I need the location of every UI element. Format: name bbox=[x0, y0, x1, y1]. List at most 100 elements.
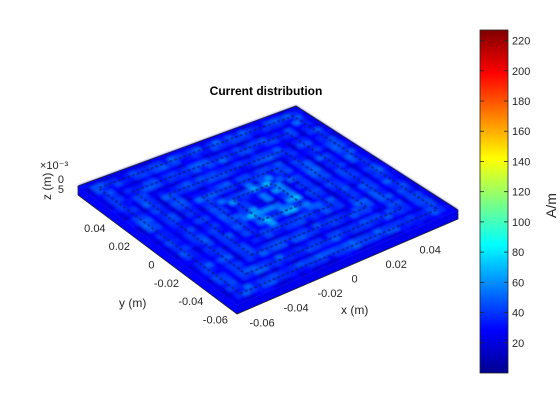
heat-cell bbox=[189, 172, 201, 179]
heat-cell bbox=[383, 228, 395, 235]
heat-cell bbox=[336, 232, 349, 239]
heat-cell bbox=[246, 271, 258, 278]
y-axis-ticks: -0.06-0.04 -0.020 0.02 0.04 bbox=[84, 223, 228, 327]
heat-cell bbox=[377, 210, 389, 217]
heat-cell bbox=[263, 210, 275, 217]
heat-cell bbox=[230, 187, 242, 194]
heat-cell bbox=[350, 185, 363, 192]
heat-cell bbox=[317, 219, 330, 226]
heat-cell bbox=[381, 198, 393, 205]
heat-cell bbox=[200, 252, 212, 259]
heat-cell bbox=[159, 158, 171, 165]
heat-cell bbox=[171, 253, 183, 260]
heat-cell bbox=[394, 229, 406, 236]
heat-cell bbox=[156, 206, 169, 213]
heat-cell bbox=[276, 205, 288, 212]
heat-cell bbox=[176, 235, 189, 242]
heat-cell bbox=[295, 218, 307, 225]
heat-cell bbox=[435, 206, 447, 213]
heat-cell bbox=[212, 231, 224, 238]
heat-cell bbox=[100, 185, 112, 192]
heat-cell bbox=[267, 256, 279, 263]
heat-cell bbox=[289, 145, 301, 151]
heat-cell bbox=[348, 233, 360, 240]
heat-cell bbox=[365, 195, 377, 202]
heat-cell bbox=[271, 223, 283, 230]
heat-cell bbox=[192, 202, 204, 209]
heat-cell bbox=[383, 172, 395, 179]
heat-cell bbox=[210, 237, 222, 244]
heat-cell bbox=[155, 190, 167, 197]
colorbar-tick-label: 160 bbox=[512, 126, 530, 138]
heat-cell bbox=[217, 192, 230, 199]
heat-cell bbox=[357, 239, 369, 246]
heat-cell bbox=[185, 263, 197, 270]
heat-cell bbox=[384, 207, 396, 214]
heat-cell bbox=[154, 233, 166, 240]
heat-cell bbox=[169, 165, 181, 172]
heat-cell bbox=[172, 210, 184, 217]
heat-cell bbox=[260, 146, 272, 152]
heat-cell bbox=[304, 169, 316, 175]
heat-cell bbox=[186, 220, 198, 227]
heat-cell bbox=[218, 229, 230, 236]
heat-cell bbox=[269, 250, 281, 257]
heat-cell bbox=[237, 280, 249, 287]
heat-cell bbox=[191, 224, 203, 231]
heat-cell bbox=[214, 148, 226, 155]
heat-cell bbox=[346, 218, 359, 225]
heat-cell bbox=[250, 274, 262, 281]
heat-cell bbox=[198, 258, 210, 265]
heat-cell bbox=[230, 208, 242, 215]
heat-cell bbox=[331, 250, 343, 258]
heat-cell bbox=[355, 168, 368, 175]
heat-cell bbox=[278, 124, 290, 131]
heat-cell bbox=[287, 227, 299, 234]
heat-cell bbox=[354, 230, 366, 237]
heat-cell bbox=[286, 212, 298, 219]
spiral-turn bbox=[229, 182, 305, 222]
heat-cell bbox=[220, 146, 232, 152]
heat-cell bbox=[283, 260, 295, 267]
heat-cell bbox=[229, 251, 241, 258]
heat-cell bbox=[381, 178, 393, 185]
heat-cell bbox=[375, 237, 387, 244]
heat-cell bbox=[349, 191, 361, 198]
heat-cell bbox=[288, 185, 300, 192]
heat-cell bbox=[124, 182, 136, 188]
heat-cell bbox=[287, 264, 300, 271]
heat-cell bbox=[331, 193, 343, 200]
heat-cell bbox=[270, 266, 282, 273]
heat-cell bbox=[387, 216, 399, 223]
heat-cell bbox=[362, 243, 374, 250]
heat-cell bbox=[262, 253, 274, 260]
heat-cell bbox=[284, 122, 296, 128]
heat-cell bbox=[290, 273, 302, 280]
heat-cell bbox=[240, 252, 252, 259]
heat-cell bbox=[352, 180, 364, 186]
heat-cell bbox=[337, 211, 349, 218]
heat-cell bbox=[335, 238, 347, 245]
heat-cell bbox=[312, 181, 324, 187]
heat-cell bbox=[313, 195, 325, 202]
heat-cell bbox=[182, 254, 194, 261]
heat-cell bbox=[251, 195, 263, 202]
heat-cell bbox=[196, 206, 208, 213]
heat-cell bbox=[154, 175, 166, 182]
heat-cell bbox=[239, 273, 251, 281]
heat-cell bbox=[372, 228, 384, 235]
heat-cell bbox=[277, 144, 290, 151]
heat-cell bbox=[271, 202, 284, 209]
heat-cell bbox=[296, 177, 308, 184]
heat-cell bbox=[343, 230, 355, 237]
heat-cell bbox=[364, 216, 376, 222]
heat-cell bbox=[308, 137, 320, 144]
heat-cell bbox=[141, 180, 153, 187]
heat-cell bbox=[382, 193, 394, 199]
heat-cell bbox=[213, 247, 225, 254]
heat-cell bbox=[202, 188, 214, 195]
heat-cell bbox=[195, 248, 207, 256]
heat-cell bbox=[244, 162, 256, 169]
heat-cell bbox=[241, 153, 253, 160]
heat-cell bbox=[225, 149, 237, 156]
